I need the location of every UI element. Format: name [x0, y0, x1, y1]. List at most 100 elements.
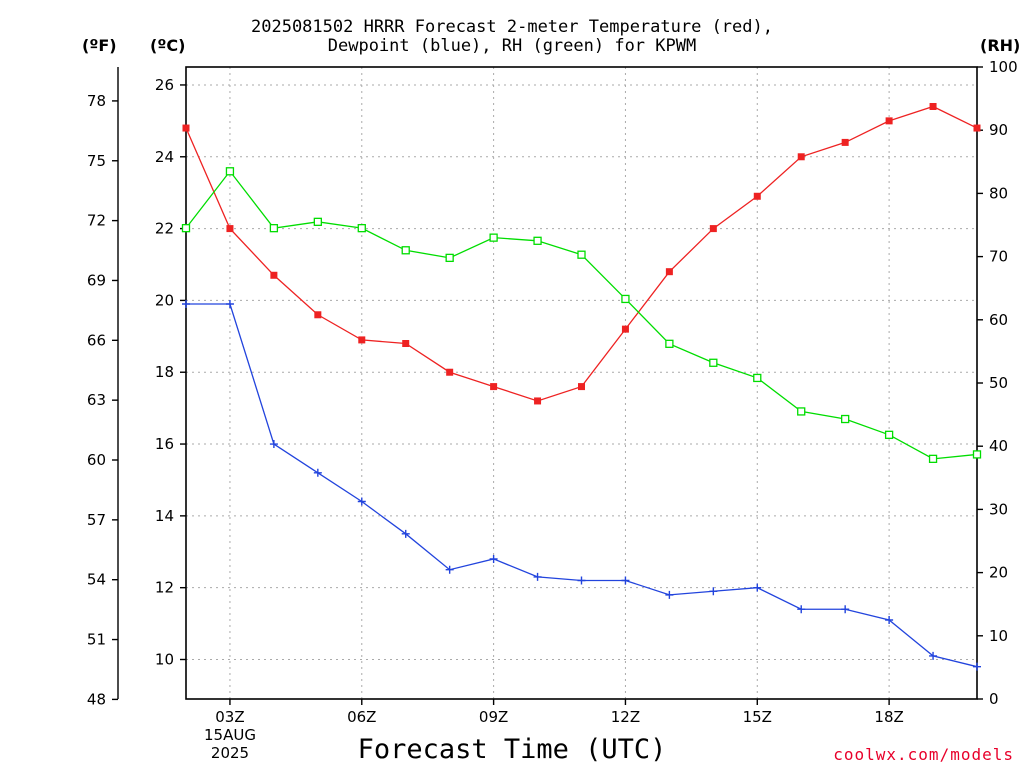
- rh-point: [621, 294, 630, 304]
- fahrenheit-tick-label: 78: [87, 92, 106, 110]
- rh-point: [709, 358, 718, 367]
- temperature-point: [534, 397, 542, 405]
- dewpoint-point: [313, 468, 322, 477]
- fahrenheit-tick-label: 63: [87, 391, 106, 409]
- fahrenheit-tick-label: 54: [87, 571, 106, 589]
- temperature-point: [841, 138, 849, 146]
- dewpoint-point: [621, 576, 630, 585]
- rh-point: [489, 233, 498, 242]
- date-label-day: 15AUG: [204, 726, 256, 744]
- rh-tick-label: 100: [989, 58, 1018, 76]
- fahrenheit-tick-label: 60: [87, 451, 106, 469]
- rh-tick-label: 80: [989, 184, 1008, 202]
- x-tick-label: 18Z: [874, 708, 903, 726]
- celsius-tick-label: 16: [155, 435, 174, 453]
- dewpoint-point: [929, 651, 938, 660]
- celsius-tick-label: 26: [155, 76, 174, 94]
- rh-point: [797, 407, 806, 416]
- rh-tick-label: 10: [989, 627, 1008, 645]
- celsius-tick-label: 22: [155, 220, 174, 238]
- dewpoint-series-line: [186, 303, 978, 668]
- celsius-tick-label: 14: [155, 507, 174, 525]
- dewpoint-point: [797, 605, 806, 614]
- dewpoint-point: [885, 616, 894, 624]
- fahrenheit-unit-label: (ºF): [82, 36, 117, 55]
- temperature-point: [973, 124, 981, 132]
- fahrenheit-tick-label: 48: [87, 690, 106, 708]
- celsius-tick-label: 10: [155, 651, 174, 669]
- chart-title-line-2: Dewpoint (blue), RH (green) for KPWM: [327, 36, 697, 56]
- rh-tick-label: 70: [989, 248, 1008, 266]
- fahrenheit-tick-label: 69: [87, 271, 106, 289]
- rh-point: [269, 224, 279, 233]
- x-tick-label: 09Z: [479, 708, 508, 726]
- fahrenheit-tick-label: 72: [87, 212, 106, 230]
- dewpoint-point: [357, 497, 366, 506]
- temperature-point: [797, 153, 805, 161]
- rh-series-line: [185, 170, 978, 460]
- dewpoint-point: [489, 554, 498, 563]
- rh-point: [357, 224, 366, 233]
- credit-link[interactable]: coolwx.com/models: [833, 745, 1014, 764]
- fahrenheit-tick-label: 75: [87, 152, 106, 170]
- plot-frame: [185, 66, 978, 700]
- temperature-point: [358, 336, 366, 344]
- temperature-point: [490, 383, 498, 391]
- rh-tick-label: 90: [989, 121, 1008, 139]
- rh-point: [884, 430, 894, 439]
- temperature-point: [885, 117, 893, 125]
- rh-point: [665, 339, 674, 348]
- rh-point: [181, 224, 191, 233]
- dewpoint-point: [401, 529, 410, 538]
- rh-point: [401, 246, 410, 255]
- celsius-tick-label: 18: [155, 363, 174, 381]
- temperature-point: [402, 340, 410, 347]
- temperature-point: [314, 311, 322, 319]
- temperature-point: [182, 124, 190, 132]
- temperature-point: [226, 225, 234, 233]
- chart-title-line-1: 2025081502 HRRR Forecast 2-meter Tempera…: [251, 17, 773, 37]
- rh-tick-label: 20: [989, 564, 1008, 582]
- temperature-point: [929, 103, 937, 110]
- dewpoint-point: [973, 662, 981, 671]
- dewpoint-point: [753, 583, 762, 592]
- celsius-tick-label: 20: [155, 291, 174, 309]
- x-axis-label: Forecast Time (UTC): [357, 734, 667, 765]
- celsius-unit-label: (ºC): [150, 36, 186, 55]
- date-label-year: 2025: [210, 744, 250, 762]
- fahrenheit-tick-label: 51: [87, 631, 106, 649]
- x-tick-label: 12Z: [611, 708, 640, 726]
- dewpoint-point: [577, 576, 586, 585]
- x-tick-label: 15Z: [743, 708, 772, 726]
- rh-point: [313, 217, 322, 226]
- rh-point: [928, 454, 938, 463]
- rh-tick-label: 50: [989, 374, 1008, 392]
- dewpoint-point: [182, 300, 190, 308]
- fahrenheit-tick-label: 57: [87, 511, 106, 529]
- dewpoint-point: [709, 587, 718, 596]
- rh-tick-label: 0: [989, 690, 999, 708]
- temperature-point: [753, 192, 761, 200]
- rh-point: [841, 414, 850, 424]
- dewpoint-point: [665, 590, 674, 599]
- temperature-point: [621, 325, 629, 333]
- x-tick-label: 06Z: [347, 708, 376, 726]
- rh-point: [533, 236, 542, 245]
- rh-unit-label: (RH): [980, 36, 1021, 55]
- celsius-tick-label: 12: [155, 579, 174, 597]
- rh-tick-label: 30: [989, 500, 1008, 518]
- rh-point: [753, 373, 762, 383]
- celsius-tick-label: 24: [155, 148, 174, 166]
- dewpoint-point: [445, 565, 454, 574]
- x-tick-label: 03Z: [215, 708, 244, 726]
- fahrenheit-tick-label: 66: [87, 331, 106, 349]
- rh-point: [972, 450, 982, 459]
- temperature-point: [270, 271, 278, 279]
- rh-point: [225, 167, 235, 176]
- dewpoint-point: [225, 300, 234, 308]
- rh-point: [577, 250, 586, 259]
- dewpoint-point: [841, 605, 850, 614]
- dewpoint-point: [533, 572, 542, 581]
- rh-tick-label: 40: [989, 437, 1008, 455]
